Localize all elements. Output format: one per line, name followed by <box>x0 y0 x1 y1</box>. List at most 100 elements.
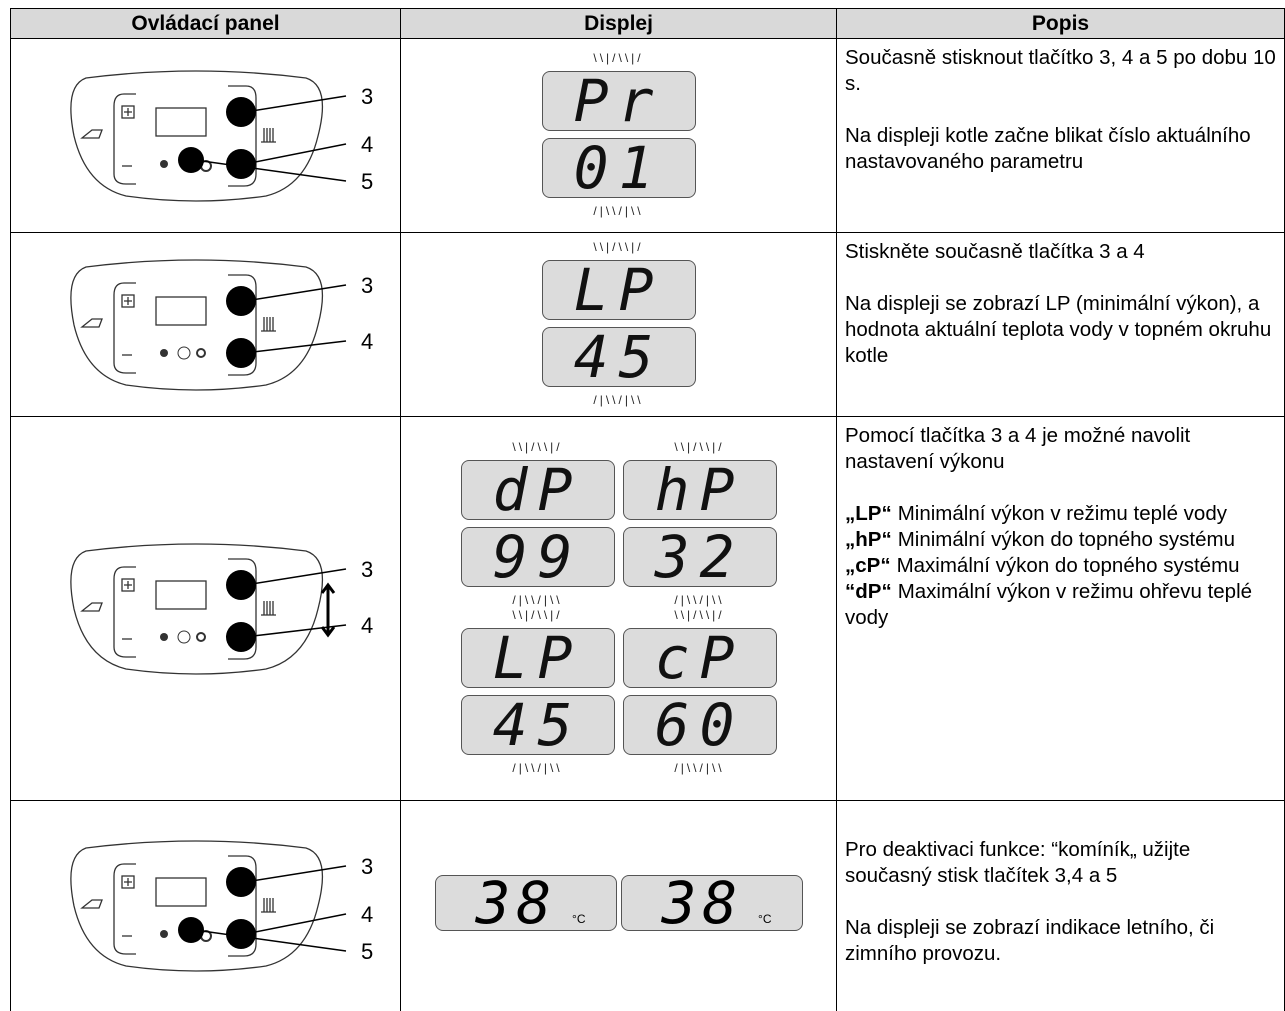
button-number: 3 <box>361 557 373 582</box>
blink-marks: /|\\/|\\ <box>542 205 696 217</box>
description-cell: Současně stisknout tlačítko 3, 4 a 5 po … <box>837 39 1285 233</box>
blink-marks: \\|/\\|/ <box>623 441 777 453</box>
header-cell: Displej <box>401 9 837 39</box>
pointer-arrow <box>195 160 346 181</box>
description-text: Současně stisknout tlačítko 3, 4 a 5 po … <box>845 45 1278 97</box>
button-number: 3 <box>361 84 373 109</box>
button-number: 3 <box>361 273 373 298</box>
term-line: „cP“ Maximální výkon do topného systému <box>845 553 1278 579</box>
term-text: Minimální výkon v režimu teplé vody <box>898 502 1227 525</box>
temperature-display: 38 °C <box>435 875 617 931</box>
term-text: Maximální výkon v režimu ohřevu teplé vo… <box>845 580 1252 629</box>
description-cell: Stiskněte současně tlačítka 3 a 4 Na disp… <box>837 233 1285 417</box>
term-line: “dP“Maximální výkon v režimu ohřevu tepl… <box>845 579 1278 631</box>
lcd-display: 45 <box>461 695 615 755</box>
temperature-display: 38 °C <box>621 875 803 931</box>
table-row: 345\\|/\\|/Pr01/|\\/|\\Současně stisknou… <box>11 39 1285 233</box>
description-text: Na displeji se zobrazí LP (minimální výk… <box>845 291 1278 369</box>
description-cell: Pro deaktivaci funkce: “komíník„ užijte … <box>837 801 1285 1011</box>
blink-marks: /|\\/|\\ <box>542 394 696 406</box>
blink-marks: \\|/\\|/ <box>461 609 615 621</box>
pointer-arrow <box>245 914 346 934</box>
blink-marks: /|\\/|\\ <box>461 594 615 606</box>
blink-marks: /|\\/|\\ <box>461 762 615 774</box>
button <box>226 286 256 316</box>
lcd-display: 32 <box>623 527 777 587</box>
term-line: „LP“ Minimální výkon v režimu teplé vody <box>845 501 1278 527</box>
term: „cP“ <box>845 554 891 577</box>
description-text: Na displeji kotle začne blikat číslo akt… <box>845 123 1278 175</box>
pointer-arrow <box>245 866 346 882</box>
paragraph: Pro deaktivaci funkce: “komíník„ užijte … <box>845 837 1278 889</box>
temperature-unit: °C <box>758 912 771 926</box>
button <box>226 97 256 127</box>
description-cell: Pomocí tlačítka 3 a 4 je možné navolit n… <box>837 417 1285 801</box>
lcd-display: LP <box>461 628 615 688</box>
term: „hP“ <box>845 528 892 551</box>
term-text: Maximální výkon do topného systému <box>897 554 1240 577</box>
button-number: 4 <box>361 329 373 354</box>
header-cell: Ovládací panel <box>11 9 401 39</box>
blink-marks: /|\\/|\\ <box>623 594 777 606</box>
control-panel: 345 <box>56 56 396 216</box>
lcd-display: Pr <box>542 71 696 131</box>
lcd-display: 01 <box>542 138 696 198</box>
control-panel: 34 <box>56 245 396 405</box>
paragraph: „LP“Minimální výkon v režimu teplé vody„… <box>845 501 1278 631</box>
pointer-arrow <box>245 96 346 112</box>
pointer-arrow <box>245 144 346 164</box>
button <box>226 867 256 897</box>
term-line: „hP“Minimální výkon do topného systému <box>845 527 1278 553</box>
page: Ovládací panelDisplejPopis 345\\|/\\|/Pr… <box>0 0 1285 1010</box>
control-panel: 345 <box>56 826 396 986</box>
button <box>226 338 256 368</box>
display-group: \\|/\\|/ LP 45 /|\\/|\\ <box>461 609 615 774</box>
temperature-unit: °C <box>572 912 585 926</box>
control-panel: 34 <box>56 529 396 689</box>
pointer-arrow <box>245 341 346 353</box>
button <box>226 919 256 949</box>
paragraph: Na displeji kotle začne blikat číslo akt… <box>845 123 1278 175</box>
lcd-display: 60 <box>623 695 777 755</box>
button-number: 5 <box>361 939 373 964</box>
pointer-arrow <box>195 930 346 951</box>
blink-marks: /|\\/|\\ <box>623 762 777 774</box>
blink-marks: \\|/\\|/ <box>623 609 777 621</box>
button <box>226 149 256 179</box>
paragraph: Současně stisknout tlačítko 3, 4 a 5 po … <box>845 45 1278 97</box>
display-group: \\|/\\|/Pr01/|\\/|\\ <box>542 52 696 217</box>
temperature-value: 38 <box>662 872 744 934</box>
header-cell: Popis <box>837 9 1285 39</box>
pointer-arrow <box>245 569 346 585</box>
button <box>226 622 256 652</box>
description-text: Stiskněte současně tlačítka 3 a 4 <box>845 239 1278 265</box>
paragraph: Pomocí tlačítka 3 a 4 je možné navolit n… <box>845 423 1278 475</box>
button-number: 4 <box>361 132 373 157</box>
blink-marks: \\|/\\|/ <box>542 241 696 253</box>
paragraph: Na displeji se zobrazí LP (minimální výk… <box>845 291 1278 369</box>
description-text: Na displeji se zobrazí indikace letního,… <box>845 915 1278 967</box>
temperature-value: 38 <box>476 872 558 934</box>
display-group: \\|/\\|/dP99/|\\/|\\ <box>461 441 615 606</box>
display-cell: 38 °C 38 °C <box>401 801 837 1011</box>
lcd-display: cP <box>623 628 777 688</box>
term: „LP“ <box>845 502 892 525</box>
description-text: Pro deaktivaci funkce: “komíník„ užijte … <box>845 837 1278 889</box>
lcd-display: 99 <box>461 527 615 587</box>
description-text: Pomocí tlačítka 3 a 4 je možné navolit n… <box>845 423 1278 475</box>
